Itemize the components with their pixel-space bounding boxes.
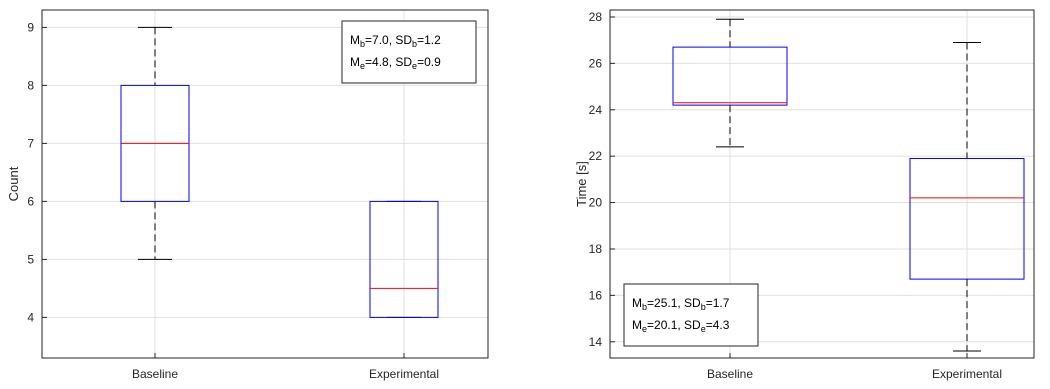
annotation-text: M: [632, 296, 642, 310]
annotation-text: =4.3: [706, 318, 730, 332]
stats-annotation: Mb=7.0, SDb=1.2Me=4.8, SDe=0.9: [341, 20, 477, 84]
annotation-line: Me=20.1, SDe=4.3: [632, 318, 730, 334]
y-tick-label: 8: [27, 78, 34, 92]
box-body: [672, 46, 788, 106]
annotation-line: Mb=7.0, SDb=1.2: [350, 33, 441, 49]
box-baseline: [672, 18, 788, 148]
x-tick-label: Baseline: [132, 367, 178, 381]
x-tick-label: Baseline: [707, 367, 753, 381]
box-experimental: [369, 200, 439, 318]
annotation-text: M: [632, 318, 642, 332]
y-tick-label: 7: [27, 136, 34, 150]
y-tick-label: 4: [27, 310, 34, 324]
y-tick-label: 18: [589, 242, 603, 256]
box-body: [369, 200, 439, 318]
y-tick-label: 22: [589, 149, 603, 163]
annotation-text: =25.1, SD: [647, 296, 701, 310]
annotation-subscript: b: [412, 39, 417, 49]
axes-frame: [41, 9, 489, 359]
annotation-subscript: e: [701, 324, 706, 334]
stats-annotation: Mb=25.1, SDb=1.7Me=20.1, SDe=4.3: [623, 283, 759, 347]
annotation-box: [623, 283, 759, 347]
annotation-line: Mb=25.1, SDb=1.7: [632, 296, 730, 312]
annotation-subscript: e: [360, 61, 365, 71]
y-axis-label: Time [s]: [574, 161, 589, 207]
annotation-box: [341, 20, 477, 84]
y-tick-label: 6: [27, 194, 34, 208]
annotation-text: =1.7: [706, 296, 730, 310]
annotation-text: =1.2: [417, 33, 441, 47]
axes-frame: [609, 9, 1035, 359]
annotation-line: Me=4.8, SDe=0.9: [350, 55, 441, 71]
y-tick-label: 9: [27, 20, 34, 34]
annotation-subscript: e: [642, 324, 647, 334]
x-tick-label: Experimental: [932, 367, 1002, 381]
y-tick-label: 14: [589, 335, 603, 349]
chart-panel-2: 14 16 18 20 22 24 26 28 Baseline Experimental Time…: [574, 9, 1035, 381]
annotation-text: =0.9: [417, 55, 441, 69]
y-tick-label: 16: [589, 288, 603, 302]
y-tick-label: 5: [27, 252, 34, 266]
x-tick-label: Experimental: [369, 367, 439, 381]
annotation-text: =20.1, SD: [647, 318, 701, 332]
box-experimental: [909, 41, 1025, 352]
y-tick-label: 26: [589, 56, 603, 70]
annotation-subscript: b: [701, 302, 706, 312]
y-tick-label: 28: [589, 10, 603, 24]
y-tick-label: 24: [589, 103, 603, 117]
annotation-subscript: b: [642, 302, 647, 312]
y-tick-label: 20: [589, 196, 603, 210]
chart-panel-1: 4 5 6 7 8 9 Baseline Experimental Count Mb=7.0, S…: [6, 9, 489, 381]
box-body: [909, 157, 1025, 280]
annotation-text: M: [350, 33, 360, 47]
annotation-subscript: b: [360, 39, 365, 49]
annotation-text: =4.8, SD: [365, 55, 412, 69]
annotation-subscript: e: [412, 61, 417, 71]
annotation-text: M: [350, 55, 360, 69]
box-baseline: [120, 26, 190, 260]
annotation-text: =7.0, SD: [365, 33, 412, 47]
y-axis-label: Count: [6, 166, 21, 201]
